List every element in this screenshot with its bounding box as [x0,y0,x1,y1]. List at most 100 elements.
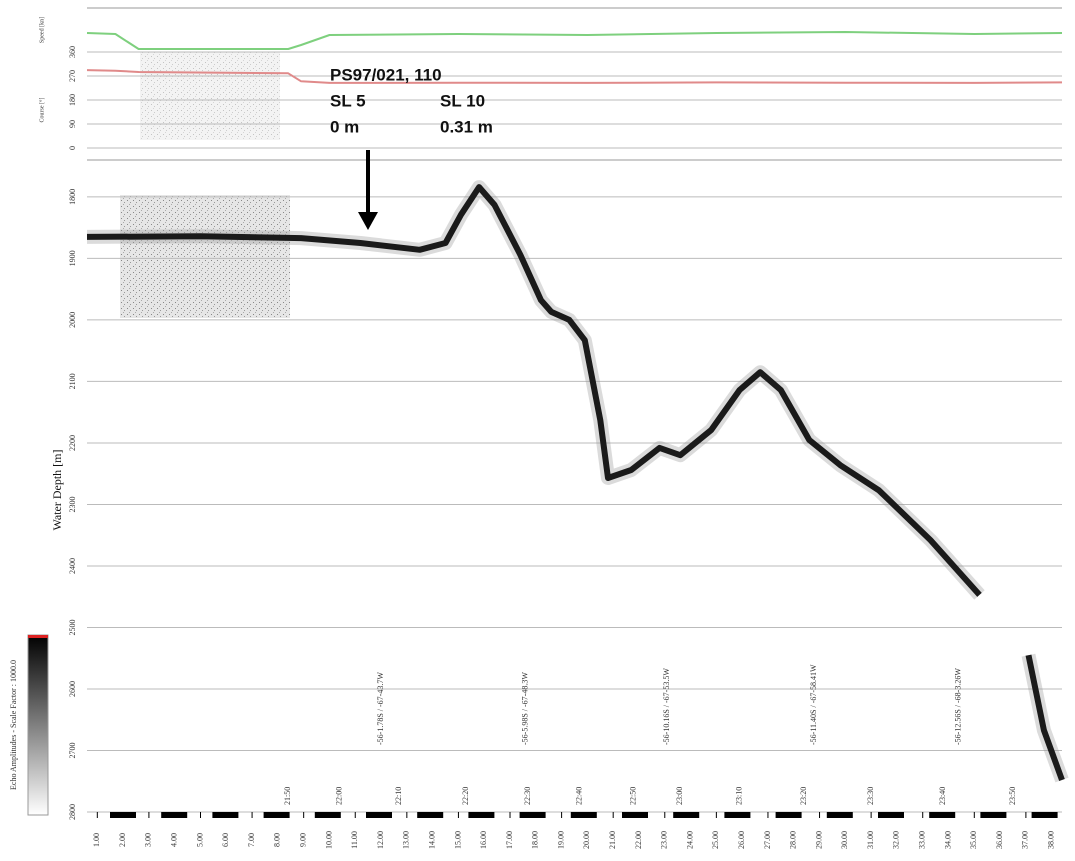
noise-region [140,52,280,140]
x-tick-label: 3.00 [144,833,153,847]
y-tick-label: 2500 [68,619,77,635]
track-segment [724,812,751,818]
x-tick-label: 33.00 [918,831,927,849]
track-segment [570,812,597,818]
track-segment [314,812,341,818]
y-tick-label: 2300 [68,496,77,512]
x-tick-label: 38.00 [1047,831,1056,849]
time-label: 22:00 [335,787,344,805]
x-tick-label: 16.00 [479,831,488,849]
time-label: 23:30 [866,787,875,805]
y-tick-label: 2400 [68,558,77,574]
x-tick-label: 32.00 [892,831,901,849]
time-label: 23:40 [938,787,947,805]
arrow-head [358,212,378,230]
track-segment [980,812,1007,818]
x-tick-label: 10.00 [324,831,333,849]
noise-region [120,195,290,318]
track-segment [673,812,700,818]
x-tick-label: 6.00 [221,833,230,847]
y-tick-label: 360 [68,46,77,58]
x-tick-label: 4.00 [170,833,179,847]
x-tick-label: 29.00 [814,831,823,849]
x-tick-label: 30.00 [840,831,849,849]
core-depth: 0 m [330,117,359,136]
time-label: 22:40 [574,787,583,805]
y-tick-label: 2800 [68,804,77,820]
x-tick-label: 27.00 [763,831,772,849]
time-label: 23:10 [734,787,743,805]
x-tick-label: 5.00 [195,833,204,847]
track-segment [826,812,853,818]
x-tick-label: 11.00 [350,831,359,849]
y-tick-label: 2700 [68,742,77,758]
y-tick-label: 2600 [68,681,77,697]
track-segment [161,812,188,818]
core-label: SL 5 [330,91,366,110]
core-label: SL 10 [440,91,485,110]
track-segment [878,812,904,818]
time-label: 22:30 [523,787,532,805]
y-tick-label: 2200 [68,435,77,451]
colorbar [27,634,49,816]
y-tick-label: 1900 [68,250,77,266]
x-tick-label: 17.00 [505,831,514,849]
track-segment [263,812,290,818]
seafloor-echo [86,184,1065,782]
y-tick-label: 2000 [68,312,77,328]
y-tick-label: 90 [68,120,77,128]
x-tick-label: 19.00 [556,831,565,849]
y-tick-label: 0 [68,146,77,150]
x-tick-label: 25.00 [711,831,720,849]
core-depth: 0.31 m [440,117,493,136]
x-tick-label: 12.00 [376,831,385,849]
track-segment [519,812,546,818]
colorbar-top [28,635,48,638]
track-segment [775,812,802,818]
track-segment [417,812,444,818]
x-tick-label: 7.00 [247,833,256,847]
time-label: 22:20 [461,787,470,805]
time-label: 23:20 [799,787,808,805]
x-tick-label: 36.00 [995,831,1004,849]
time-label: 22:50 [629,787,638,805]
track-segment [212,812,239,818]
x-tick-label: 13.00 [402,831,411,849]
x-tick-label: 31.00 [866,831,875,849]
x-tick-label: 21.00 [608,831,617,849]
x-tick-label: 9.00 [298,833,307,847]
x-tick-label: 8.00 [273,833,282,847]
station-name: PS97/021, 110 [330,65,442,84]
x-tick-label: 37.00 [1021,831,1030,849]
x-tick-label: 14.00 [427,831,436,849]
track-line [86,69,1063,84]
position-label: -56-1.78S / -67-43.7W [376,672,385,745]
position-label: -56-12.56S / -68-3.26W [954,668,963,745]
track-segment [468,812,495,818]
position-label: -56-5.98S / -67-48.3W [520,672,529,745]
x-tick-label: 35.00 [969,831,978,849]
y-tick-label: 2100 [68,373,77,389]
track-line [86,31,1063,50]
y-tick-label: 180 [68,94,77,106]
speed-label: Speed [kn] [39,17,45,43]
x-tick-label: 23.00 [660,831,669,849]
time-label: 22:10 [394,787,403,805]
x-tick-label: 26.00 [737,831,746,849]
x-tick-label: 20.00 [582,831,591,849]
time-label: 23:00 [675,787,684,805]
x-tick-label: 24.00 [685,831,694,849]
track-segment [110,812,136,818]
x-tick-label: 34.00 [943,831,952,849]
x-tick-label: 28.00 [789,831,798,849]
track-segment [1031,812,1058,818]
colorbar-label: Echo Amplitudes - Scale Factor : 1000.0 [9,660,18,790]
position-label: -56-11.40S / -67-58.41W [809,664,818,745]
time-label: 23:50 [1008,787,1017,805]
x-tick-label: 18.00 [531,831,540,849]
track-segment [366,812,392,818]
y-tick-label: 1800 [68,189,77,205]
position-label: -56-10.16S / -67-53.5W [662,668,671,745]
course-label: Course [°] [38,98,45,123]
